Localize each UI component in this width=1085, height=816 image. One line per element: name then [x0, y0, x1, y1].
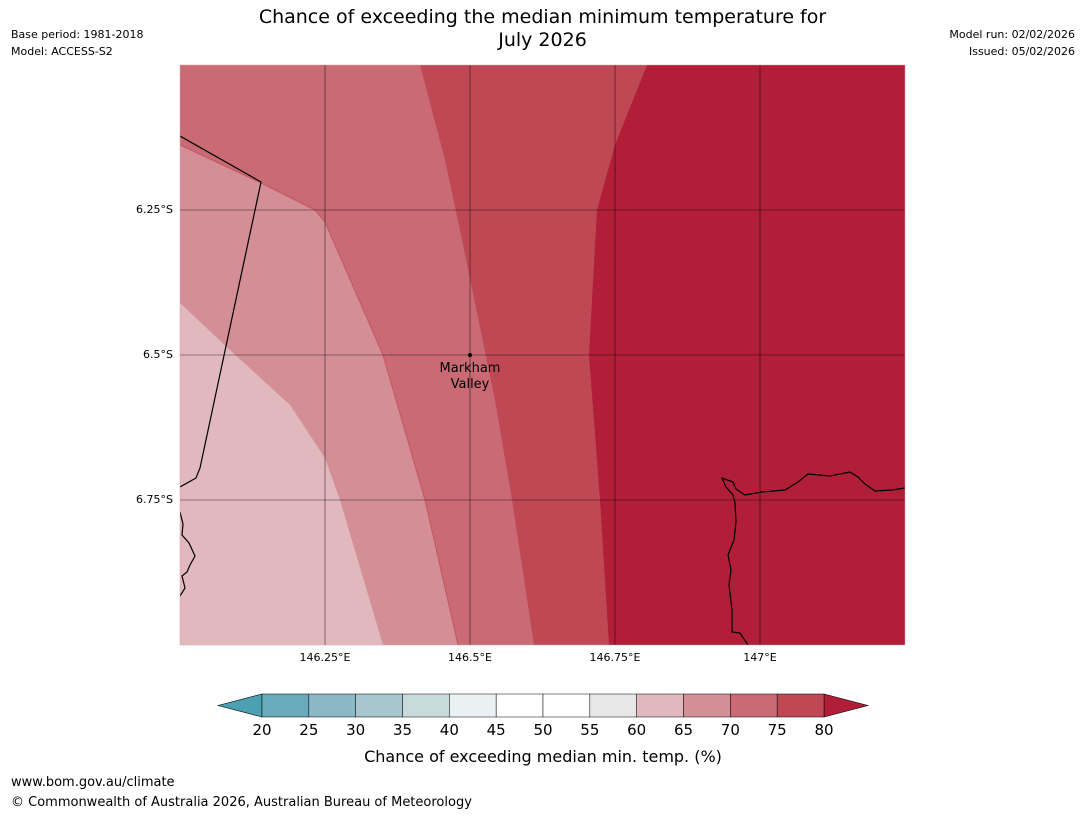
- longitude-labels: 146.25°E 146.5°E 146.75°E 147°E: [300, 651, 777, 664]
- lat-label-6-5: 6.5°S: [143, 348, 173, 361]
- map-title: Chance of exceeding the median minimum t…: [0, 6, 1085, 52]
- lon-label-147: 147°E: [743, 651, 776, 664]
- colorbar-segment: [449, 693, 497, 718]
- colorbar-tick-label: 50: [533, 721, 552, 739]
- colorbar-tick-label: 20: [252, 721, 271, 739]
- colorbar-segment: [402, 693, 450, 718]
- base-period-text: Base period: 1981-2018: [11, 28, 144, 41]
- lon-label-146-5: 146.5°E: [448, 651, 492, 664]
- colorbar-tick-label: 35: [393, 721, 412, 739]
- colorbar-tick-label: 45: [487, 721, 506, 739]
- map-frame: [179, 64, 906, 646]
- latitude-labels: 6.25°S 6.5°S 6.75°S: [136, 203, 173, 506]
- colorbar-tick-label: 25: [299, 721, 318, 739]
- colorbar-segment: [355, 693, 403, 718]
- colorbar-tick-label: 55: [580, 721, 599, 739]
- place-dot-icon: [468, 353, 472, 357]
- footer-url: www.bom.gov.au/climate: [11, 775, 175, 790]
- colorbar-segment: [308, 693, 356, 718]
- colorbar-tick-label: 65: [674, 721, 693, 739]
- footer-copyright: © Commonwealth of Australia 2026, Austra…: [11, 795, 472, 810]
- lat-label-6-75: 6.75°S: [136, 493, 173, 506]
- colorbar: [216, 693, 870, 718]
- model-text: Model: ACCESS-S2: [11, 45, 113, 58]
- lon-label-146-25: 146.25°E: [300, 651, 351, 664]
- colorbar-over-arrow: [823, 693, 870, 718]
- lat-label-6-25: 6.25°S: [136, 203, 173, 216]
- colorbar-tick-label: 30: [346, 721, 365, 739]
- model-run-text: Model run: 02/02/2026: [949, 28, 1075, 41]
- zone-60-65: [180, 303, 383, 645]
- colorbar-tick-label: 80: [814, 721, 833, 739]
- metadata-right: Model run: 02/02/2026 Issued: 05/02/2026: [949, 26, 1075, 60]
- colorbar-segment: [636, 693, 684, 718]
- metadata-left: Base period: 1981-2018 Model: ACCESS-S2: [11, 26, 143, 60]
- place-label-line-2: Valley: [451, 377, 490, 392]
- place-label-line-1: Markham: [440, 361, 501, 376]
- colorbar-ticks: 20 25 30 35 40 45 50 55 60 65 70 75 80: [252, 721, 833, 739]
- province-boundary: [180, 135, 262, 488]
- coastline-west: [180, 511, 196, 597]
- colorbar-tick-label: 40: [440, 721, 459, 739]
- colorbar-label: Chance of exceeding median min. temp. (%…: [364, 747, 722, 766]
- colorbar-under-arrow: [216, 693, 263, 718]
- colorbar-segment: [261, 693, 310, 718]
- colorbar-tick-label: 60: [627, 721, 646, 739]
- coastlines: [180, 135, 905, 645]
- colorbar-segment: [730, 693, 778, 718]
- colorbar-tick-label: 75: [768, 721, 787, 739]
- colorbar-segment: [683, 693, 731, 718]
- lon-label-146-75: 146.75°E: [590, 651, 641, 664]
- place-marker: Markham Valley: [440, 353, 501, 392]
- issued-text: Issued: 05/02/2026: [968, 45, 1075, 58]
- title-line-1: Chance of exceeding the median minimum t…: [258, 6, 827, 28]
- colorbar-segment: [589, 693, 637, 718]
- colorbar-tick-label: 70: [721, 721, 740, 739]
- colorbar-segment: [495, 693, 544, 718]
- colorbar-segment: [776, 693, 825, 718]
- coastline-huon-gulf: [720, 471, 905, 645]
- title-line-2: July 2026: [498, 29, 587, 51]
- colorbar-segment: [542, 693, 591, 718]
